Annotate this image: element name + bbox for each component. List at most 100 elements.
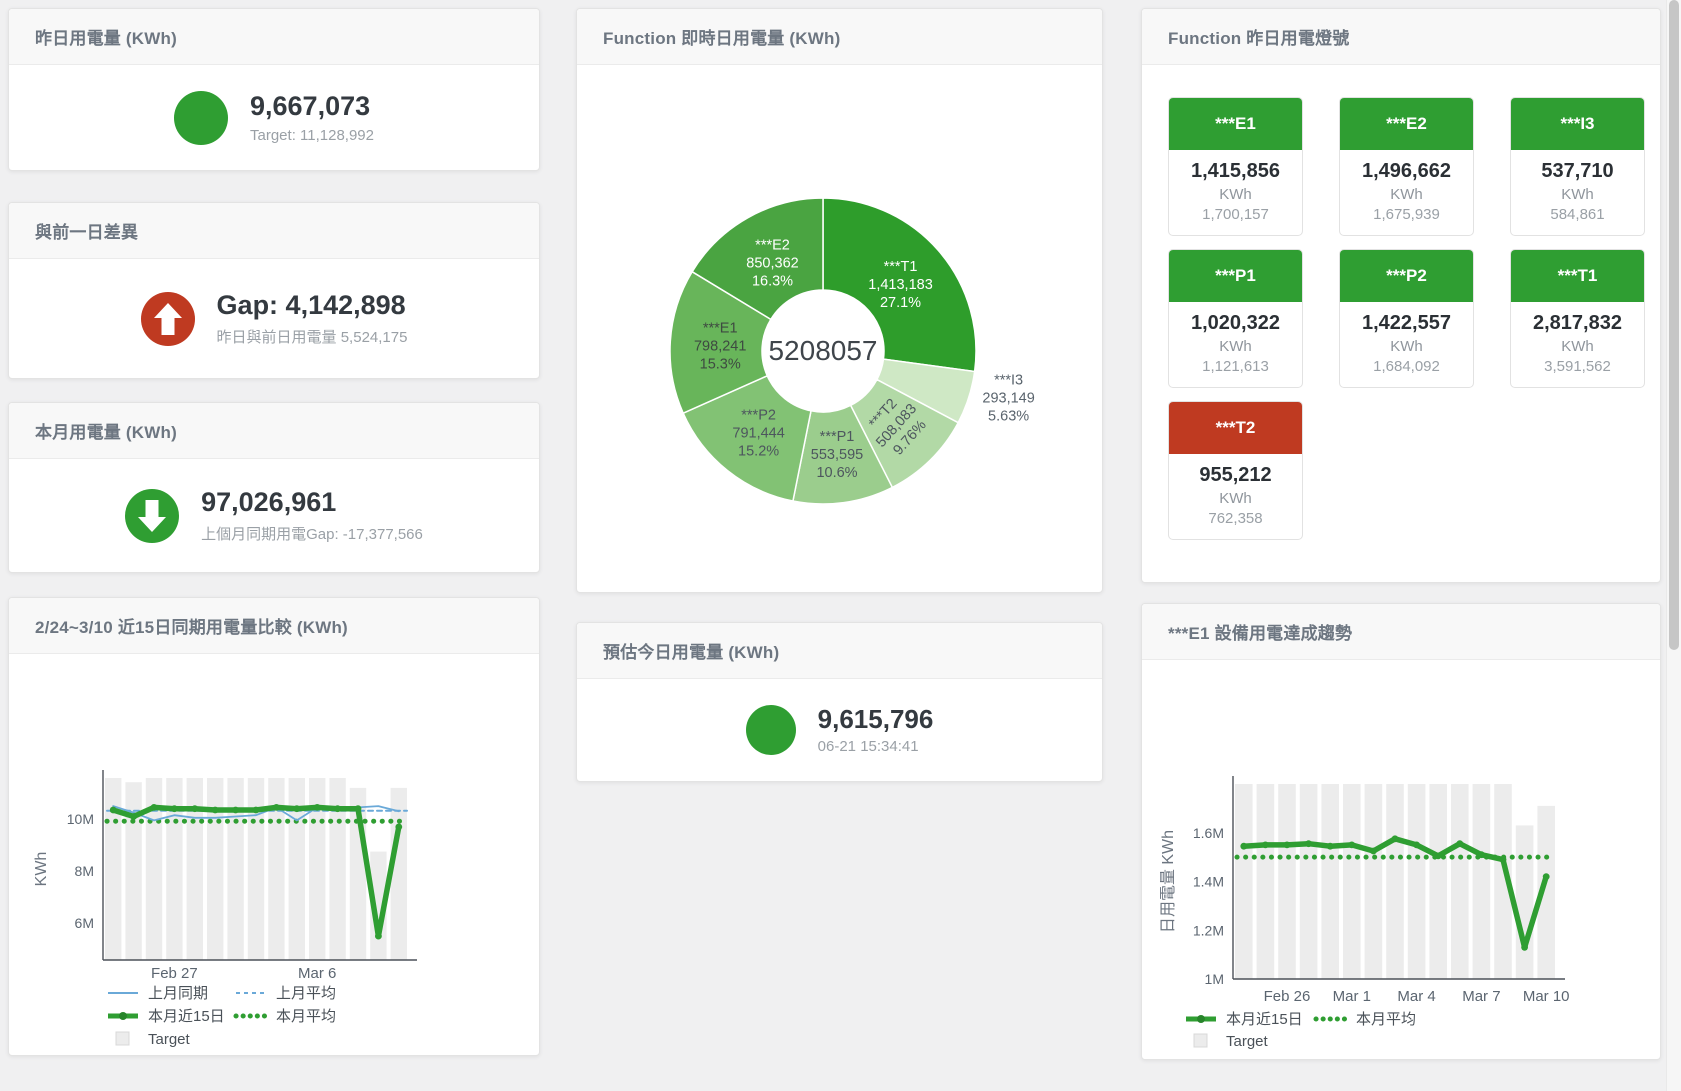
function-tile-I3: ***I3 537,710 KWh 584,861 bbox=[1510, 97, 1645, 236]
tile-unit: KWh bbox=[1561, 338, 1594, 355]
card-title: 與前一日差異 bbox=[35, 223, 139, 242]
tile-target: 1,684,092 bbox=[1373, 358, 1440, 375]
svg-text:553,595: 553,595 bbox=[811, 447, 863, 463]
stat-subtitle: Target: 11,128,992 bbox=[250, 126, 374, 144]
tile-unit: KWh bbox=[1219, 490, 1252, 507]
legend-item[interactable]: 本月平均 bbox=[1313, 1011, 1416, 1028]
y-axis-label: KWh bbox=[33, 852, 50, 887]
svg-text:15.2%: 15.2% bbox=[738, 443, 779, 459]
function-tile-P1: ***P1 1,020,322 KWh 1,121,613 bbox=[1168, 249, 1303, 388]
svg-text:10M: 10M bbox=[67, 811, 94, 827]
donut-slice-P2[interactable] bbox=[682, 374, 812, 502]
svg-text:15.3%: 15.3% bbox=[700, 357, 741, 373]
card-yesterday-usage: 昨日用電量 (KWh) 9,667,073 Target: 11,128,992 bbox=[8, 8, 540, 171]
tile-value: 955,212 bbox=[1199, 464, 1272, 486]
card-estimate-today: 預估今日用電量 (KWh) 9,615,796 06-21 15:34:41 bbox=[576, 622, 1103, 782]
tile-target: 1,121,613 bbox=[1202, 358, 1269, 375]
scrollbar-thumb[interactable] bbox=[1669, 0, 1679, 650]
tile-status-header: ***E2 bbox=[1340, 98, 1473, 150]
legend-item[interactable]: 本月平均 bbox=[233, 1008, 336, 1025]
svg-text:***E1: ***E1 bbox=[703, 321, 738, 337]
donut-label: ***T1 1,413,183 27.1% bbox=[868, 259, 933, 311]
donut-slice-T1[interactable] bbox=[822, 197, 977, 373]
card-header: 2/24~3/10 近15日同期用電量比較 (KWh) bbox=[9, 598, 539, 654]
stat-value: 97,026,961 bbox=[201, 487, 337, 518]
stat-subtitle: 昨日與前日用電量 5,524,175 bbox=[216, 328, 408, 346]
function-tile-E1: ***E1 1,415,856 KWh 1,700,157 bbox=[1168, 97, 1303, 236]
svg-text:Mar 6: Mar 6 bbox=[298, 965, 336, 982]
card-title: ***E1 設備用電達成趨勢 bbox=[1168, 624, 1353, 643]
svg-text:1.4M: 1.4M bbox=[1193, 874, 1224, 890]
tile-status-header: ***T2 bbox=[1169, 402, 1302, 454]
card-title: Function 昨日用電燈號 bbox=[1168, 29, 1350, 48]
svg-text:5.63%: 5.63% bbox=[988, 409, 1029, 425]
tile-unit: KWh bbox=[1561, 186, 1594, 203]
tile-target: 584,861 bbox=[1550, 206, 1605, 223]
stat-timestamp: 06-21 15:34:41 bbox=[817, 738, 919, 756]
tile-value: 1,496,662 bbox=[1362, 160, 1451, 182]
series-points bbox=[1240, 835, 1550, 951]
tile-unit: KWh bbox=[1390, 186, 1423, 203]
legend-item[interactable]: 上月同期 bbox=[108, 985, 208, 1002]
tile-status-header: ***P1 bbox=[1169, 250, 1302, 302]
legend-item[interactable]: 本月近15日 bbox=[108, 1008, 225, 1025]
svg-text:上月平均: 上月平均 bbox=[276, 985, 336, 1002]
function-donut-chart[interactable]: ***T1 1,413,183 27.1% ***I3 293,149 5.63% ***T… bbox=[577, 65, 1102, 594]
legend-item[interactable]: Target bbox=[1193, 1033, 1269, 1050]
card-title: 2/24~3/10 近15日同期用電量比較 (KWh) bbox=[35, 618, 348, 637]
donut-slice-E1[interactable] bbox=[669, 270, 772, 415]
card-header: 昨日用電量 (KWh) bbox=[9, 9, 539, 65]
donut-slice-E2[interactable] bbox=[691, 197, 824, 321]
svg-text:1,413,183: 1,413,183 bbox=[868, 277, 933, 293]
card-header: Function 即時日用電量 (KWh) bbox=[577, 9, 1102, 65]
vertical-scrollbar[interactable] bbox=[1666, 0, 1681, 1091]
tile-value: 1,415,856 bbox=[1191, 160, 1280, 182]
svg-text:Mar 7: Mar 7 bbox=[1462, 988, 1500, 1005]
status-circle-icon bbox=[174, 90, 228, 145]
status-circle-icon bbox=[745, 705, 796, 755]
tile-target: 1,675,939 bbox=[1373, 206, 1440, 223]
card-e1-trend-chart: ***E1 設備用電達成趨勢 1M 1.2M 1.4M 1.6M Feb 26 Mar 1… bbox=[1141, 603, 1661, 1060]
svg-text:***P1: ***P1 bbox=[820, 429, 855, 445]
tile-value: 1,422,557 bbox=[1362, 312, 1451, 334]
svg-text:16.3%: 16.3% bbox=[752, 273, 793, 289]
legend-item[interactable]: 本月近15日 bbox=[1186, 1011, 1303, 1028]
donut-label: ***E2 850,362 16.3% bbox=[746, 237, 798, 289]
svg-text:Mar 4: Mar 4 bbox=[1397, 988, 1435, 1005]
svg-text:1M: 1M bbox=[1205, 971, 1224, 987]
arrow-down-circle-icon bbox=[125, 488, 180, 543]
y-axis-label: 日用電量 KWh bbox=[1160, 830, 1177, 933]
tile-status-header: ***E1 bbox=[1169, 98, 1302, 150]
series-points bbox=[109, 804, 403, 940]
target-bars bbox=[105, 778, 407, 960]
svg-text:***I3: ***I3 bbox=[994, 373, 1023, 389]
stat-value: 9,615,796 bbox=[817, 703, 934, 734]
svg-text:***E2: ***E2 bbox=[755, 237, 790, 253]
svg-text:10.6%: 10.6% bbox=[816, 465, 857, 481]
card-title: 本月用電量 (KWh) bbox=[35, 423, 177, 442]
tile-status-header: ***T1 bbox=[1511, 250, 1644, 302]
legend-item[interactable]: Target bbox=[115, 1031, 191, 1048]
e1-trend-line-chart[interactable]: 1M 1.2M 1.4M 1.6M Feb 26 Mar 1 Mar 4 Mar 7 Mar 1… bbox=[1142, 660, 1660, 1061]
svg-text:1.6M: 1.6M bbox=[1193, 825, 1224, 841]
svg-text:8M: 8M bbox=[75, 863, 94, 879]
svg-text:850,362: 850,362 bbox=[746, 255, 798, 271]
svg-text:Mar 1: Mar 1 bbox=[1333, 988, 1371, 1005]
svg-text:Feb 26: Feb 26 bbox=[1264, 988, 1311, 1005]
svg-text:791,444: 791,444 bbox=[732, 425, 784, 441]
card-title: Function 即時日用電量 (KWh) bbox=[603, 29, 841, 48]
card-header: 與前一日差異 bbox=[9, 203, 539, 259]
svg-text:Target: Target bbox=[1226, 1033, 1269, 1050]
donut-label: ***P2 791,444 15.2% bbox=[732, 407, 784, 459]
function-tile-E2: ***E2 1,496,662 KWh 1,675,939 bbox=[1339, 97, 1474, 236]
donut-label: ***E1 798,241 15.3% bbox=[694, 321, 746, 373]
stat-value: Gap: 4,142,898 bbox=[216, 290, 406, 321]
legend-item[interactable]: 上月平均 bbox=[236, 985, 336, 1002]
svg-text:Target: Target bbox=[148, 1031, 191, 1048]
tile-value: 1,020,322 bbox=[1191, 312, 1280, 334]
card-day-gap: 與前一日差異 Gap: 4,142,898 昨日與前日用電量 5,524,175 bbox=[8, 202, 540, 379]
function-tile-P2: ***P2 1,422,557 KWh 1,684,092 bbox=[1339, 249, 1474, 388]
svg-text:本月平均: 本月平均 bbox=[1356, 1011, 1416, 1028]
tile-unit: KWh bbox=[1219, 186, 1252, 203]
